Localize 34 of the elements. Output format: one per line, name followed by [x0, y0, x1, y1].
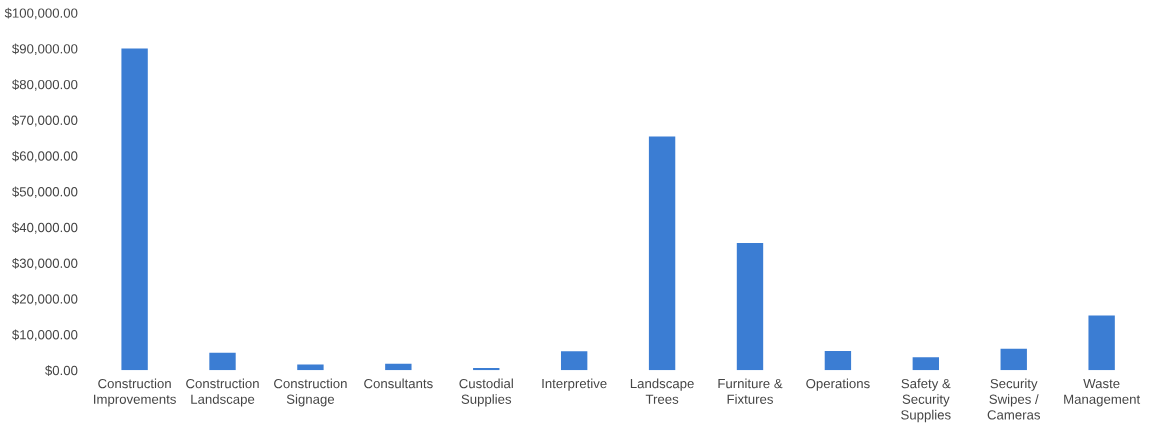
x-tick-label: Landscape Trees	[630, 378, 694, 404]
bar	[473, 368, 500, 371]
x-tick-label: Interpretive	[542, 378, 607, 391]
y-tick-label: $70,000.00	[12, 115, 78, 127]
y-tick-label: $30,000.00	[12, 258, 78, 270]
y-tick-label: $40,000.00	[12, 222, 78, 234]
bar	[1088, 315, 1115, 371]
x-tick-label: Safety & Security Supplies	[901, 378, 951, 423]
x-tick-label: Furniture & Fixtures	[718, 378, 783, 404]
bar	[824, 350, 852, 371]
x-tick-label: Construction Improvements	[94, 378, 176, 407]
x-tick-label: Operations	[806, 378, 870, 391]
x-tick-label: Security Swipes / Cameras	[987, 378, 1041, 420]
y-tick-label: $0.00	[45, 365, 78, 376]
x-tick-label: Construction Landscape	[186, 378, 259, 407]
bar	[385, 363, 412, 371]
y-tick-label: $10,000.00	[12, 329, 78, 341]
x-tick-label: Custodial Supplies	[459, 378, 513, 407]
x-tick-label: Consultants	[364, 378, 433, 389]
bar	[1000, 348, 1027, 371]
bar	[912, 357, 940, 371]
y-tick-label: $20,000.00	[12, 293, 78, 306]
y-tick-label: $80,000.00	[12, 79, 78, 91]
bar	[121, 48, 148, 371]
bar	[736, 242, 764, 371]
x-tick-label: Construction Signage	[274, 378, 347, 407]
bar	[560, 351, 588, 371]
y-tick-label: $60,000.00	[12, 150, 78, 163]
bar	[209, 352, 236, 371]
x-tick-label: Waste Management	[1064, 379, 1141, 407]
bar	[648, 136, 676, 371]
y-tick-label: $100,000.00	[4, 7, 78, 20]
y-tick-label: $90,000.00	[12, 43, 78, 56]
y-tick-label: $50,000.00	[12, 186, 78, 198]
